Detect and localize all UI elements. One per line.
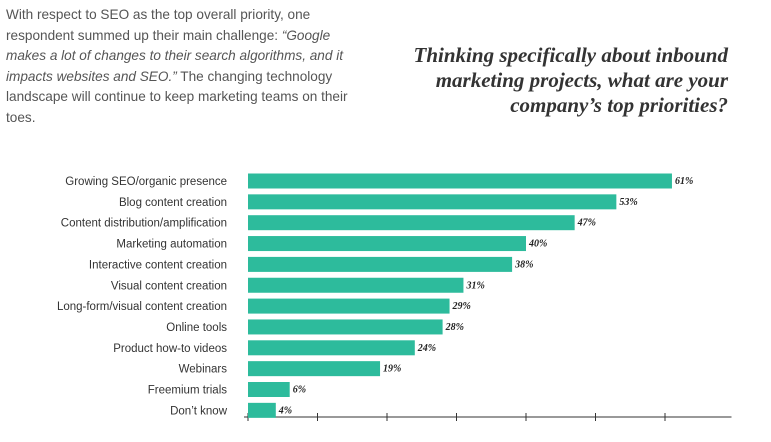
chart-title: Thinking specifically about inbound mark… bbox=[413, 43, 728, 117]
category-label: Freemium trials bbox=[148, 385, 227, 397]
value-label: 31% bbox=[465, 280, 484, 291]
category-label: Interactive content creation bbox=[89, 259, 227, 271]
bar bbox=[248, 173, 672, 189]
category-label: Online tools bbox=[166, 322, 227, 334]
bar bbox=[248, 402, 276, 418]
value-label: 61% bbox=[675, 176, 693, 187]
value-label: 40% bbox=[528, 239, 547, 250]
value-label: 38% bbox=[514, 259, 533, 270]
category-label: Long-form/visual content creation bbox=[57, 301, 227, 313]
bar bbox=[248, 215, 575, 231]
intro-paragraph: With respect to SEO as the top overall p… bbox=[6, 5, 366, 129]
bar bbox=[248, 382, 290, 397]
bar bbox=[248, 256, 513, 272]
value-label: 19% bbox=[383, 364, 401, 375]
value-label: 28% bbox=[445, 322, 464, 333]
bar bbox=[248, 361, 381, 377]
bar bbox=[248, 236, 526, 252]
bar bbox=[248, 277, 464, 293]
intro-quote: “Google makes a lot of changes to their … bbox=[6, 27, 343, 84]
value-label: 47% bbox=[577, 218, 596, 229]
value-label: 29% bbox=[452, 301, 471, 312]
bar bbox=[248, 194, 617, 210]
category-label: Marketing automation bbox=[116, 239, 227, 251]
value-label: 6% bbox=[293, 385, 306, 396]
category-label: Blog content creation bbox=[119, 197, 227, 209]
category-label: Webinars bbox=[179, 364, 228, 376]
value-label: 53% bbox=[619, 197, 637, 208]
category-label: Content distribution/amplification bbox=[61, 218, 227, 230]
bar bbox=[248, 298, 450, 314]
category-label: Growing SEO/organic presence bbox=[65, 176, 227, 188]
category-label: Product how-to videos bbox=[113, 343, 227, 355]
category-label: Visual content creation bbox=[111, 280, 227, 292]
value-label: 24% bbox=[417, 343, 436, 354]
bar bbox=[248, 340, 415, 356]
intro-text-before: With respect to SEO as the top overall p… bbox=[6, 7, 311, 43]
bar bbox=[248, 319, 443, 335]
category-label: Don’t know bbox=[170, 405, 228, 417]
value-label: 4% bbox=[278, 405, 292, 416]
intro-text-after: The changing technology landscape will c… bbox=[6, 68, 348, 125]
